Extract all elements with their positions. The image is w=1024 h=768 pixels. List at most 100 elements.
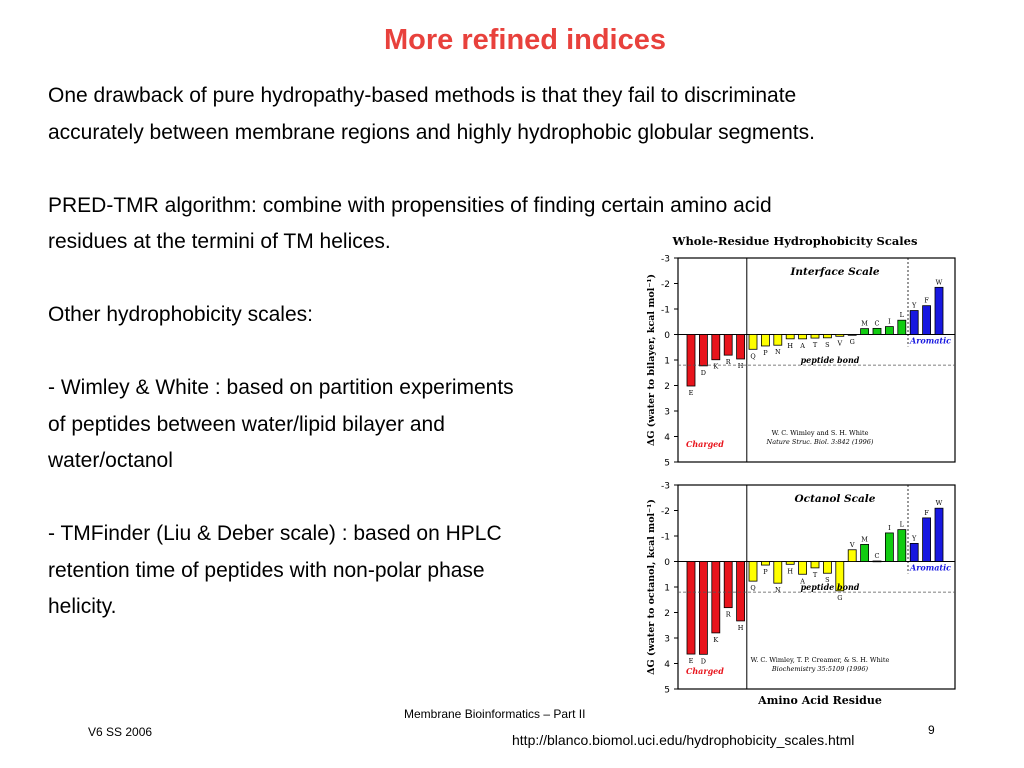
body-line: of peptides between water/lipid bilayer … [48, 412, 445, 436]
bar-h [785, 561, 795, 565]
bar-label: V [849, 541, 855, 549]
bar-label: G [850, 338, 855, 346]
bar-m [860, 544, 870, 562]
bar-c [872, 327, 882, 335]
bar-label: D [701, 657, 706, 665]
panel-title: Interface Scale [789, 266, 879, 278]
y-tick-label: 5 [664, 686, 670, 696]
hydrophobicity-svg: Whole-Residue Hydrophobicity Scales Amino… [646, 234, 956, 707]
bar-label: D [701, 369, 706, 377]
aromatic-label: Aromatic [909, 336, 951, 346]
y-tick-label: -2 [661, 280, 670, 290]
body-line: water/octanol [48, 449, 173, 472]
body-line: - Wimley & White : based on partition ex… [48, 376, 514, 399]
panel-title: Octanol Scale [795, 493, 876, 505]
y-tick-label: 5 [664, 459, 670, 469]
bar-label: A [799, 577, 805, 585]
bar-a [798, 334, 808, 340]
bar-label: C [875, 552, 880, 560]
body-line [48, 151, 1008, 188]
bar-p [760, 334, 770, 347]
bar-label: C [875, 319, 880, 327]
bar-w [934, 286, 944, 335]
bar-label: Q [750, 584, 755, 592]
bar-label: K [713, 363, 718, 371]
aromatic-label: Aromatic [909, 563, 951, 573]
bar-p [760, 561, 770, 566]
bar-label: G [837, 594, 842, 602]
bar-label: M [861, 320, 868, 328]
bar-h [785, 334, 795, 340]
bar-d [699, 334, 708, 367]
bar-label: T [813, 571, 818, 579]
bar-label: W [936, 499, 943, 507]
bar-label: Q [750, 352, 755, 360]
bar-k [711, 561, 721, 634]
bar-label: V [836, 339, 842, 347]
y-tick-label: 3 [664, 635, 670, 645]
y-tick-label: -1 [661, 533, 670, 543]
charged-label: Charged [686, 439, 724, 449]
bar-s [822, 334, 832, 339]
bar-label: S [825, 341, 829, 349]
bar-n [773, 561, 783, 584]
bar-label: L [900, 521, 905, 529]
bar-n [773, 334, 783, 346]
bar-m [860, 328, 870, 335]
bar-i [884, 326, 894, 335]
charged-label: Charged [686, 666, 724, 676]
bar-label: Y [911, 302, 917, 310]
body-line: accurately between membrane regions and … [48, 120, 815, 144]
citation-line-2: Biochemistry 35:5109 (1996) [771, 665, 869, 673]
bar-label: N [775, 348, 781, 356]
y-tick-label: -2 [661, 507, 670, 517]
y-tick-label: 2 [664, 609, 670, 619]
body-line: One drawback of pure hydropathy-based me… [48, 84, 797, 107]
bar-label: H [738, 624, 744, 632]
bar-f [922, 517, 932, 562]
bar-label: R [726, 611, 732, 619]
bar-label: P [763, 568, 768, 576]
bar-k [711, 334, 721, 361]
bar-q [748, 334, 758, 350]
bar-i [884, 532, 894, 562]
bar-label: I [888, 524, 891, 532]
citation-line-1: W. C. Wimley, T. P. Creamer, & S. H. Whi… [751, 656, 890, 664]
bar-d [699, 561, 708, 655]
source-url[interactable]: http://blanco.biomol.uci.edu/hydrophobic… [512, 732, 855, 748]
bar-label: Y [911, 534, 917, 542]
bar-s [822, 561, 832, 574]
bar-label: R [726, 358, 732, 366]
slide-body: One drawback of pure hydropathy-based me… [48, 78, 1008, 626]
bar-label: I [888, 318, 891, 326]
bar-l [897, 319, 907, 335]
bar-label: W [936, 278, 943, 286]
y-tick-label: 4 [664, 433, 670, 443]
hydrophobicity-figure: Whole-Residue Hydrophobicity Scales Amino… [630, 230, 960, 710]
bar-w [934, 507, 944, 562]
slide-title: More refined indices [383, 24, 666, 56]
footer-left: V6 SS 2006 [88, 725, 153, 739]
bar-label: E [689, 389, 694, 397]
citation-line-2: Nature Struc. Biol. 3:842 (1996) [766, 438, 874, 446]
bar-label: E [689, 657, 694, 665]
y-tick-label: 0 [664, 558, 670, 568]
bar-y [909, 542, 919, 562]
bar-label: A [799, 342, 805, 350]
bar-a [798, 561, 808, 575]
page-number: 9 [928, 723, 935, 737]
citation-line-1: W. C. Wimley and S. H. White [772, 429, 869, 437]
body-line: helicity. [48, 595, 117, 618]
peptide-bond-label: peptide bond [801, 355, 860, 365]
bar-t [810, 334, 820, 339]
y-axis-label: ΔG (water to bilayer, kcal mol⁻¹) [646, 274, 657, 446]
y-tick-label: 1 [664, 584, 670, 594]
figure-xlabel: Amino Acid Residue [757, 694, 882, 707]
bar-l [897, 529, 907, 562]
body-line: Other hydrophobicity scales: [48, 303, 313, 326]
y-tick-label: 1 [664, 357, 670, 367]
bar-e [686, 334, 696, 387]
y-tick-label: -3 [661, 255, 670, 265]
bar-v [835, 334, 845, 337]
bar-t [810, 561, 820, 569]
